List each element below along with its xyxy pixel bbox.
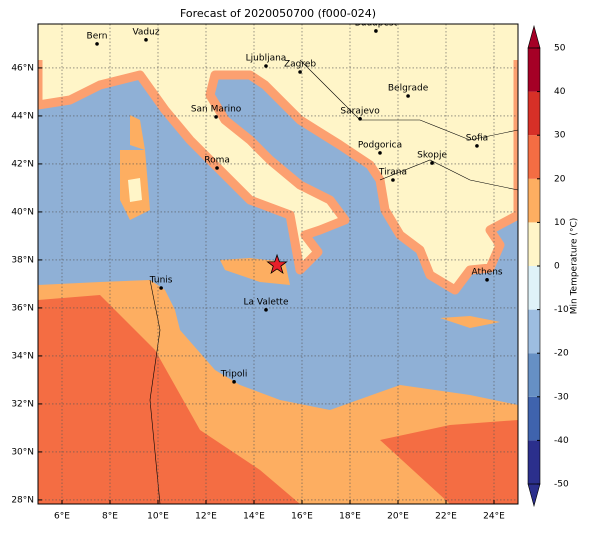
colorbar-label: Min Temperature (°C) <box>570 218 580 315</box>
city-label: Bern <box>87 31 108 41</box>
x-tick-label: 20°E <box>387 512 409 522</box>
city-dot <box>264 64 268 68</box>
x-tick-label: 6°E <box>54 512 70 522</box>
city-label: Sarajevo <box>340 106 380 116</box>
colorbar: -50 -40 -30 -20 -10 0 10 20 30 40 50 <box>527 24 569 508</box>
city-label: San Marino <box>191 104 242 114</box>
islands <box>120 115 150 220</box>
x-tick-label: 24°E <box>483 512 505 522</box>
city-dot <box>144 38 148 42</box>
city-dot <box>264 308 268 312</box>
x-tick-label: 8°E <box>102 512 118 522</box>
city-label: Sofia <box>466 133 488 143</box>
city-label: Zagreb <box>284 60 316 70</box>
colorbar-extend <box>527 483 541 508</box>
y-tick-label: 40°N <box>11 207 34 217</box>
y-tick-label: 36°N <box>11 303 34 313</box>
city-dot <box>430 161 434 165</box>
city-dot <box>485 278 489 282</box>
city-dot <box>406 94 410 98</box>
y-tick-label: 46°N <box>11 63 34 73</box>
city-dot <box>214 115 218 119</box>
x-tick-label: 22°E <box>435 512 457 522</box>
colorbar-block <box>528 135 540 179</box>
city-dot <box>391 178 395 182</box>
city-label: Roma <box>204 156 230 166</box>
colorbar-tick-label: -40 <box>554 436 569 446</box>
x-tick-label: 14°E <box>243 512 265 522</box>
y-tick-label: 44°N <box>11 111 34 121</box>
y-tick-label: 34°N <box>11 351 34 361</box>
city-dot <box>374 29 378 33</box>
x-tick-label: 10°E <box>147 512 169 522</box>
colorbar-tick-label: 20 <box>554 174 566 184</box>
colorbar-block <box>528 48 540 92</box>
map-frame <box>37 23 519 505</box>
islands-interior <box>128 178 142 202</box>
city-dot <box>215 166 219 170</box>
city-label: Belgrade <box>388 84 429 94</box>
city-dot <box>358 117 362 121</box>
city-label: Podgorica <box>358 140 402 150</box>
city-dot <box>298 70 302 74</box>
city-label: Skopje <box>417 150 447 160</box>
map-title: Forecast of 2020050700 (f000-024) <box>180 7 376 20</box>
grid <box>38 24 518 504</box>
colorbar-tick-label: -50 <box>554 480 569 490</box>
colorbar-tick-label: -10 <box>554 305 569 315</box>
axes: 6°E 8°E 10°E 12°E 14°E 16°E 18°E 20°E 22°E 24°E 28… <box>11 63 505 521</box>
colorbar-tick-label: 10 <box>554 218 566 228</box>
colorbar-tick-label: -20 <box>554 349 569 359</box>
land-north-interior <box>38 24 518 60</box>
y-tick-label: 32°N <box>11 399 34 409</box>
city-dot <box>95 42 99 46</box>
city-label: Vaduz <box>132 27 159 37</box>
colorbar-block <box>528 353 540 397</box>
colorbar-tick-label: 30 <box>554 131 566 141</box>
y-tick-label: 38°N <box>11 255 34 265</box>
city-label: Ljubljana <box>246 54 287 64</box>
city-dot <box>475 144 479 148</box>
colorbar-block <box>528 396 540 441</box>
city-label: Athens <box>471 267 502 277</box>
y-tick-label: 30°N <box>11 447 34 457</box>
location-marker <box>266 253 288 275</box>
colorbar-extend <box>527 24 541 49</box>
colorbar-block <box>528 309 540 354</box>
y-tick-label: 28°N <box>11 495 34 505</box>
city-label: Budapest <box>355 18 398 28</box>
x-tick-label: 16°E <box>291 512 313 522</box>
city-dot <box>159 286 163 290</box>
city-dot <box>232 380 236 384</box>
city-label: Tunis <box>149 276 173 286</box>
colorbar-tick-label: -30 <box>554 392 569 402</box>
colorbar-tick-label: 50 <box>554 44 566 54</box>
colorbar-tick-label: 40 <box>554 87 566 97</box>
colorbar-block <box>528 178 540 223</box>
x-tick-label: 12°E <box>195 512 217 522</box>
y-tick-label: 42°N <box>11 159 34 169</box>
city-label: Tripoli <box>220 369 248 379</box>
city-label: Tirana <box>378 168 407 178</box>
x-tick-label: 18°E <box>339 512 361 522</box>
colorbar-block <box>528 91 540 136</box>
colorbar-tick-label: 0 <box>554 262 560 272</box>
crete <box>440 316 500 328</box>
colorbar-block <box>528 440 540 484</box>
city-label: La Valette <box>244 297 289 307</box>
colorbar-block <box>528 222 540 266</box>
city-dot <box>378 151 382 155</box>
colorbar-block <box>528 266 540 310</box>
